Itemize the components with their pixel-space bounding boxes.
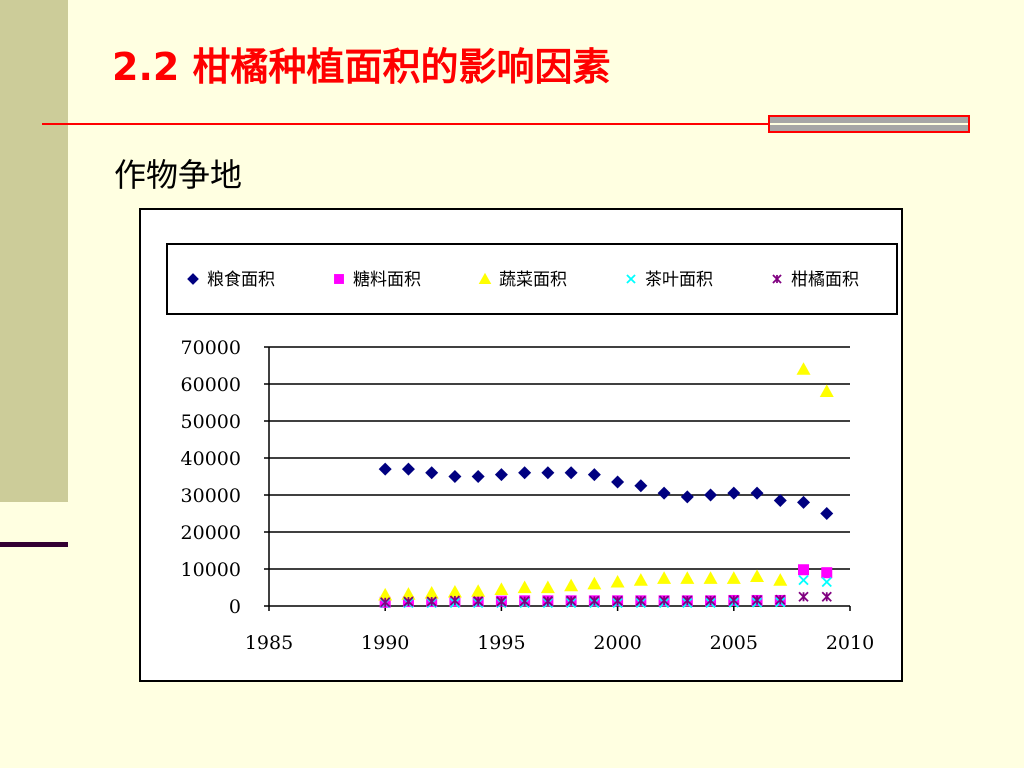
y-tick-label: 50000 xyxy=(181,411,241,433)
data-point-1 xyxy=(797,495,811,509)
data-point-1 xyxy=(820,507,834,520)
data-point-3 xyxy=(610,574,625,588)
data-point-5 xyxy=(542,596,554,607)
data-point-1 xyxy=(401,462,415,476)
data-point-3 xyxy=(447,584,462,598)
data-point-1 xyxy=(611,475,625,489)
x-tick-label: 2005 xyxy=(710,632,758,654)
x-tick-label: 2010 xyxy=(826,632,874,654)
chart-frame: 0 10000 20000 30000 40000 50000 60000 70000 1985… xyxy=(139,208,903,682)
data-point-1 xyxy=(750,486,764,500)
y-tick-label: 30000 xyxy=(181,485,241,507)
data-point-2 xyxy=(798,564,810,576)
data-point-3 xyxy=(680,571,695,584)
data-point-5 xyxy=(775,594,786,605)
data-point-5 xyxy=(449,595,461,606)
data-point-1 xyxy=(657,486,671,500)
data-point-5 xyxy=(821,591,832,602)
legend-marker-3 xyxy=(478,272,492,285)
data-point-3 xyxy=(471,584,486,597)
data-point-5 xyxy=(589,595,600,606)
data-point-4 xyxy=(798,574,809,586)
data-point-5 xyxy=(635,595,646,606)
y-tick-label: 0 xyxy=(229,596,241,618)
y-tick-label: 40000 xyxy=(181,448,241,470)
data-point-3 xyxy=(633,573,648,586)
data-point-5 xyxy=(380,597,391,608)
slide-title: 2.2 柑橘种植面积的影响因素 xyxy=(112,45,611,89)
scatter-chart: 0 10000 20000 30000 40000 50000 60000 70000 1985… xyxy=(166,243,898,654)
data-point-3 xyxy=(517,580,532,594)
y-tick-label: 20000 xyxy=(181,522,241,544)
x-tick-label: 1990 xyxy=(361,632,409,654)
data-point-5 xyxy=(426,596,437,607)
title-underline xyxy=(42,123,768,125)
data-point-4 xyxy=(821,576,832,588)
slide-subtitle: 作物争地 xyxy=(114,156,243,194)
data-point-1 xyxy=(727,486,741,500)
data-point-3 xyxy=(378,587,393,601)
x-tick-label: 1995 xyxy=(477,632,525,654)
data-point-3 xyxy=(401,587,416,600)
legend-marker-2 xyxy=(334,274,344,284)
y-tick-label: 60000 xyxy=(181,374,241,396)
legend-label-2: 糖料面积 xyxy=(353,270,421,290)
data-point-1 xyxy=(587,468,601,482)
legend-label-4: 茶叶面积 xyxy=(645,270,713,290)
data-point-3 xyxy=(540,580,555,594)
legend-box xyxy=(166,243,898,315)
data-point-3 xyxy=(657,571,672,584)
data-point-5 xyxy=(705,595,716,606)
data-point-1 xyxy=(541,466,555,480)
data-point-3 xyxy=(726,571,741,584)
data-point-1 xyxy=(494,468,508,482)
data-point-5 xyxy=(473,596,484,607)
data-point-1 xyxy=(564,466,578,480)
x-tick-label: 2000 xyxy=(593,632,641,654)
data-point-3 xyxy=(703,571,718,584)
data-point-5 xyxy=(496,596,507,607)
data-point-5 xyxy=(519,596,530,607)
data-point-5 xyxy=(612,595,623,606)
data-point-1 xyxy=(634,479,648,493)
data-point-3 xyxy=(819,384,834,397)
data-point-5 xyxy=(658,595,670,606)
data-point-5 xyxy=(751,594,763,606)
title-decoration-box xyxy=(768,115,970,133)
data-point-1 xyxy=(773,494,787,508)
legend-label-3: 蔬菜面积 xyxy=(499,270,567,290)
data-point-1 xyxy=(448,470,462,483)
data-point-1 xyxy=(471,470,485,483)
data-point-1 xyxy=(704,488,718,502)
y-tick-label: 10000 xyxy=(181,559,241,581)
data-point-3 xyxy=(750,569,765,582)
x-tick-label: 1985 xyxy=(245,632,293,654)
data-point-3 xyxy=(564,578,579,592)
left-accent-dash xyxy=(0,542,68,547)
data-point-5 xyxy=(565,595,577,606)
data-point-3 xyxy=(587,576,602,590)
data-point-2 xyxy=(821,567,833,579)
data-point-1 xyxy=(425,466,439,480)
legend-marker-5 xyxy=(772,274,782,284)
legend-marker-4 xyxy=(626,274,636,284)
data-point-1 xyxy=(680,490,694,504)
data-point-5 xyxy=(403,596,414,607)
data-point-5 xyxy=(728,594,739,606)
data-point-1 xyxy=(518,466,532,480)
left-accent-bar xyxy=(0,0,68,502)
data-point-5 xyxy=(682,595,693,606)
data-point-3 xyxy=(796,362,811,375)
data-point-3 xyxy=(424,586,439,599)
legend-label-5: 柑橘面积 xyxy=(791,270,859,290)
legend-label-1: 粮食面积 xyxy=(207,270,275,290)
data-point-5 xyxy=(798,591,809,602)
data-point-1 xyxy=(378,462,392,476)
legend-marker-1 xyxy=(187,273,199,285)
data-point-3 xyxy=(494,582,509,595)
data-point-3 xyxy=(773,573,788,586)
y-tick-label: 70000 xyxy=(181,337,241,359)
